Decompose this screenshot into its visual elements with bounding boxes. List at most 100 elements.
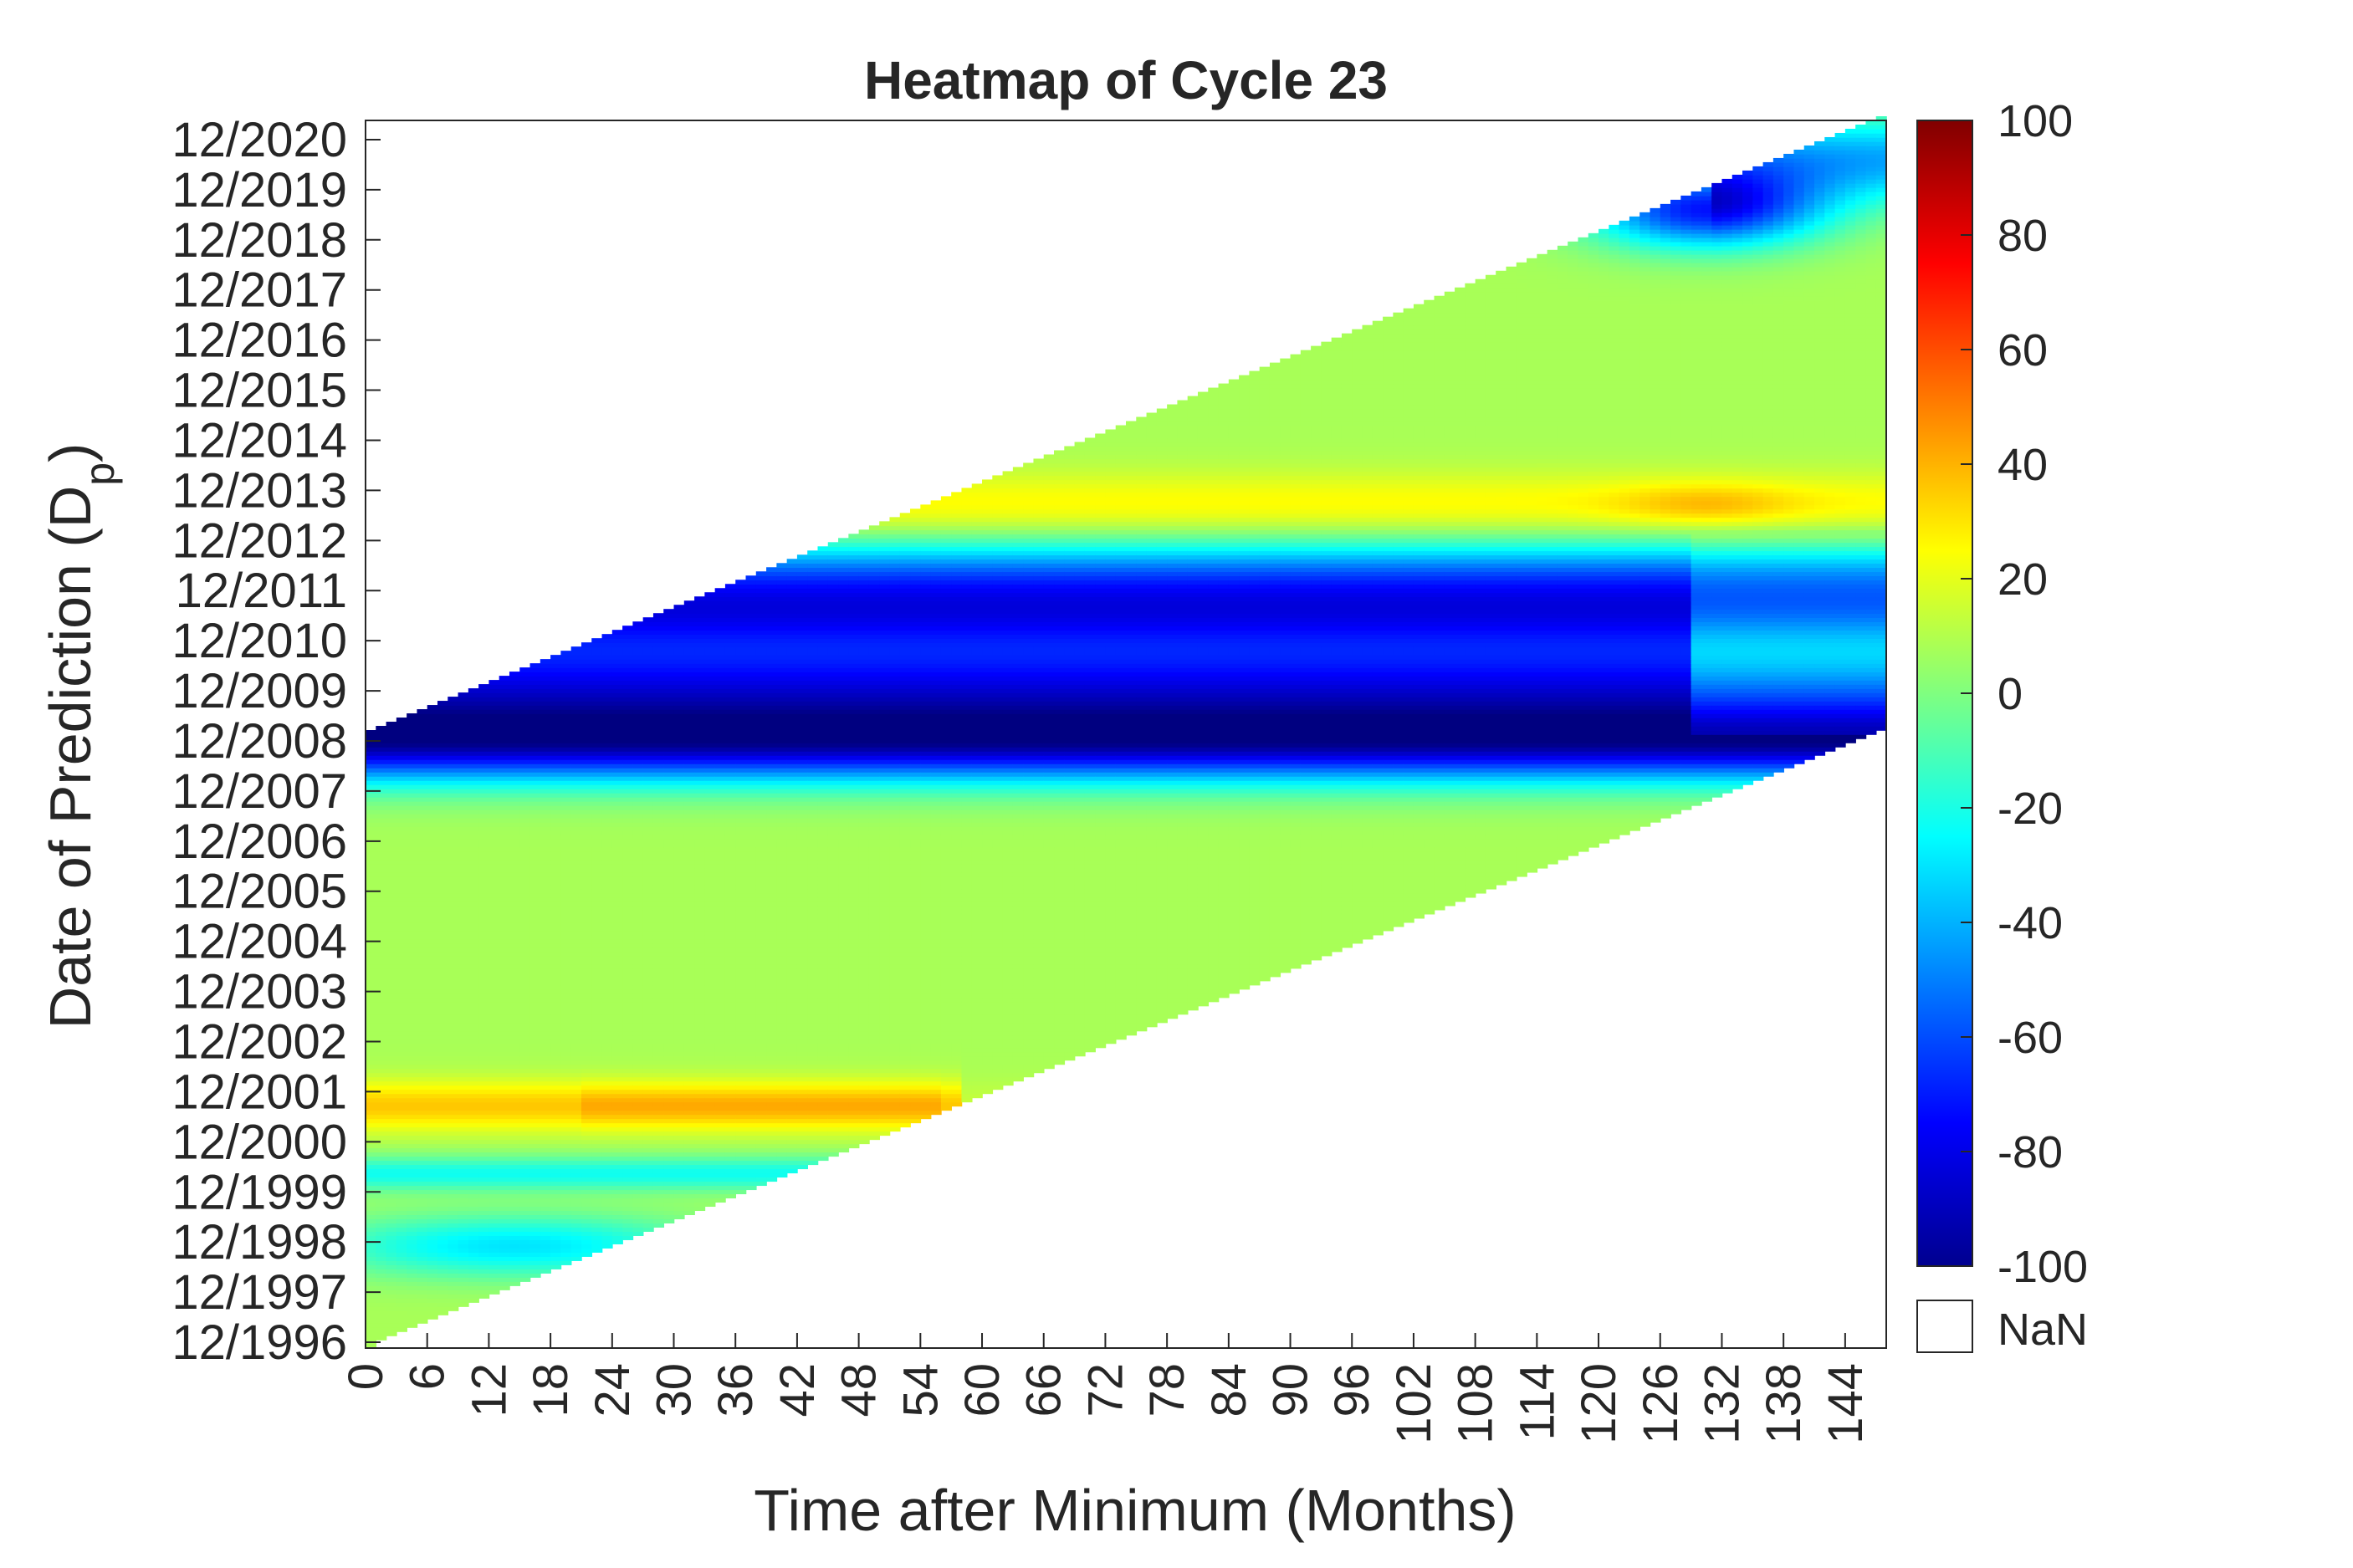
heatmap-cell	[396, 1156, 407, 1162]
heatmap-cell	[499, 1181, 510, 1187]
heatmap-cell	[458, 1198, 469, 1203]
heatmap-cell	[396, 884, 407, 890]
heatmap-cell	[427, 1164, 438, 1170]
heatmap-cell	[448, 1210, 459, 1216]
heatmap-cell	[448, 697, 459, 702]
heatmap-cell	[386, 1310, 397, 1315]
heatmap-cell	[622, 800, 634, 806]
heatmap-cell	[683, 1080, 695, 1086]
heatmap-cell	[591, 963, 603, 969]
heatmap-cell	[437, 1147, 449, 1153]
heatmap-cell	[376, 930, 387, 936]
heatmap-cell	[632, 663, 644, 668]
heatmap-cell	[663, 1030, 675, 1036]
heatmap-cell	[529, 1147, 541, 1153]
heatmap-cell	[468, 775, 479, 781]
heatmap-cell	[591, 1093, 603, 1099]
heatmap-cell	[622, 667, 634, 672]
heatmap-cell	[704, 1043, 716, 1049]
heatmap-cell	[427, 884, 438, 890]
heatmap-cell	[642, 997, 654, 1003]
heatmap-cell	[519, 888, 531, 894]
heatmap-cell	[652, 1106, 665, 1111]
heatmap-cell	[437, 963, 449, 969]
heatmap-cell	[437, 1260, 449, 1265]
heatmap-cell	[560, 730, 572, 735]
heatmap-cell	[509, 1164, 521, 1170]
heatmap-cell	[683, 646, 695, 651]
heatmap-cell	[642, 1223, 654, 1228]
heatmap-cell	[611, 892, 623, 898]
heatmap-cell	[652, 1009, 665, 1015]
heatmap-cell	[376, 1143, 387, 1149]
heatmap-cell	[550, 697, 562, 702]
heatmap-cell	[560, 997, 572, 1003]
heatmap-cell	[407, 767, 418, 773]
heatmap-cell	[683, 951, 695, 957]
heatmap-cell	[694, 1110, 706, 1116]
heatmap-cell	[417, 1252, 428, 1257]
heatmap-cell	[694, 972, 706, 978]
heatmap-cell	[632, 1172, 644, 1178]
heatmap-cell	[601, 688, 613, 693]
heatmap-cell	[622, 655, 634, 660]
heatmap-cell	[652, 934, 665, 940]
heatmap-cell	[448, 792, 459, 798]
heatmap-cell	[386, 1030, 397, 1036]
heatmap-cell	[468, 792, 479, 798]
heatmap-cell	[663, 850, 675, 856]
heatmap-cell	[366, 1080, 377, 1086]
heatmap-cell	[581, 1072, 593, 1078]
heatmap-cell	[509, 1147, 521, 1153]
heatmap-cell	[550, 1022, 562, 1028]
heatmap-cell	[550, 926, 562, 932]
heatmap-cell	[478, 771, 490, 777]
heatmap-cell	[468, 784, 479, 789]
heatmap-cell	[560, 1034, 572, 1040]
heatmap-cell	[437, 809, 449, 815]
heatmap-cell	[478, 913, 490, 919]
heatmap-cell	[468, 1060, 479, 1065]
heatmap-cell	[663, 1026, 675, 1032]
heatmap-cell	[663, 742, 675, 748]
heatmap-cell	[519, 926, 531, 932]
heatmap-cell	[673, 1068, 685, 1074]
heatmap-cell	[529, 1189, 541, 1195]
heatmap-cell	[417, 905, 428, 911]
heatmap-cell	[560, 1218, 572, 1223]
heatmap-cell	[601, 1227, 613, 1232]
heatmap-cell	[694, 771, 706, 777]
heatmap-cell	[448, 779, 459, 785]
heatmap-cell	[458, 1239, 469, 1244]
heatmap-cell	[468, 993, 479, 999]
heatmap-cell	[509, 867, 521, 873]
heatmap-cell	[540, 938, 551, 944]
heatmap-cell	[489, 1118, 500, 1124]
heatmap-cell	[376, 1227, 387, 1232]
heatmap-cell	[540, 746, 551, 752]
heatmap-cell	[396, 746, 407, 752]
heatmap-cell	[601, 1018, 613, 1024]
heatmap-cell	[417, 1315, 428, 1320]
heatmap-cell	[570, 1227, 582, 1232]
heatmap-cell	[427, 1302, 438, 1307]
heatmap-cell	[673, 1014, 685, 1019]
heatmap-cell	[704, 1177, 716, 1182]
heatmap-cell	[386, 934, 397, 940]
heatmap-cell	[550, 796, 562, 802]
heatmap-cell	[642, 1097, 654, 1103]
heatmap-cell	[622, 901, 634, 907]
heatmap-cell	[601, 1110, 613, 1116]
heatmap-cell	[652, 1001, 665, 1007]
heatmap-cell	[478, 930, 490, 936]
heatmap-cell	[376, 1244, 387, 1249]
heatmap-cell	[396, 888, 407, 894]
heatmap-cell	[509, 1001, 521, 1007]
heatmap-cell	[673, 867, 685, 873]
heatmap-cell	[407, 1206, 418, 1212]
heatmap-cell	[396, 980, 407, 986]
heatmap-cell	[694, 613, 706, 618]
heatmap-cell	[673, 646, 685, 651]
heatmap-cell	[519, 1131, 531, 1136]
heatmap-cell	[611, 1076, 623, 1082]
